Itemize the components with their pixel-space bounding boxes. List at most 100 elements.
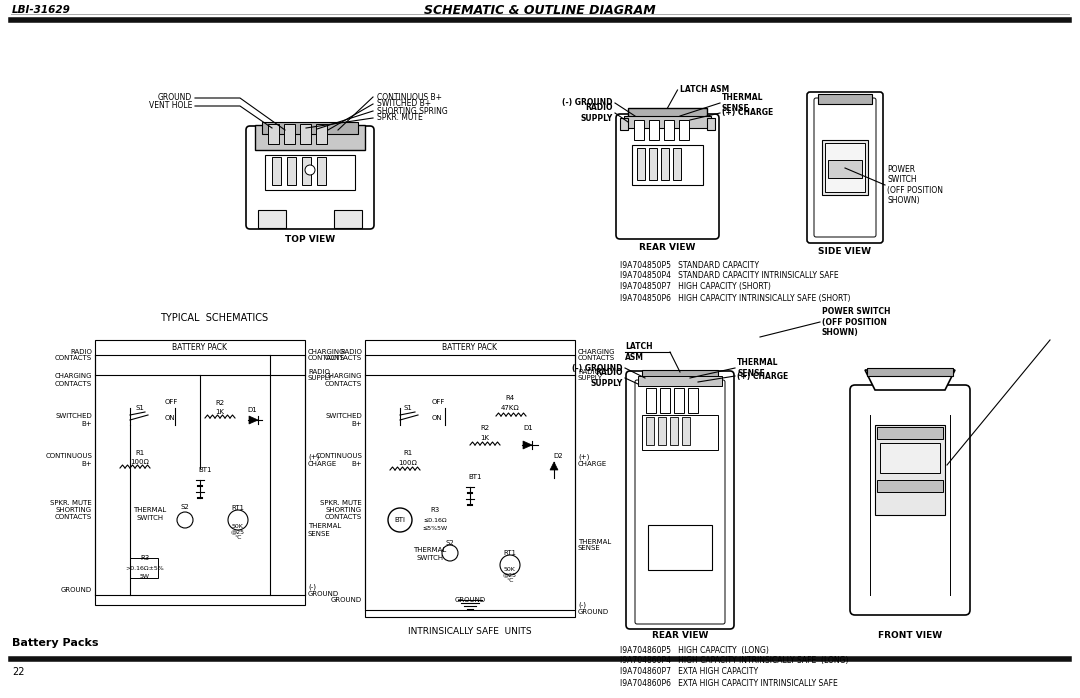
Text: (+) CHARGE: (+) CHARGE bbox=[723, 108, 773, 117]
Text: SHORTING SPRING: SHORTING SPRING bbox=[377, 107, 448, 115]
Bar bbox=[302, 157, 311, 185]
Text: SWITCHED
B+: SWITCHED B+ bbox=[55, 413, 92, 426]
Text: (+)
CHARGE: (+) CHARGE bbox=[308, 453, 337, 467]
Text: CONTINUOUS
B+: CONTINUOUS B+ bbox=[45, 454, 92, 466]
Text: (-)
GROUND: (-) GROUND bbox=[578, 601, 609, 615]
Text: VENT HOLE: VENT HOLE bbox=[149, 101, 192, 110]
Text: ≤5%5W: ≤5%5W bbox=[422, 526, 447, 531]
Text: S1: S1 bbox=[404, 405, 413, 411]
Polygon shape bbox=[523, 441, 532, 449]
Bar bbox=[638, 376, 723, 386]
Text: REAR VIEW: REAR VIEW bbox=[639, 242, 696, 251]
Bar bbox=[822, 140, 868, 195]
Text: CHARGING
CONTACTS: CHARGING CONTACTS bbox=[324, 373, 362, 387]
Text: 1K: 1K bbox=[216, 409, 225, 415]
Bar bbox=[265, 155, 355, 190]
Bar bbox=[649, 148, 657, 180]
Bar bbox=[268, 124, 279, 144]
Text: RADIO
SUPPLY: RADIO SUPPLY bbox=[591, 369, 623, 387]
Text: (+)
CHARGE: (+) CHARGE bbox=[578, 453, 607, 467]
Text: R1: R1 bbox=[135, 450, 145, 456]
Text: RADIO
CONTACTS: RADIO CONTACTS bbox=[55, 348, 92, 362]
Text: POWER SWITCH
(OFF POSITION
SHOWN): POWER SWITCH (OFF POSITION SHOWN) bbox=[822, 307, 891, 337]
Bar bbox=[660, 388, 670, 413]
Bar bbox=[646, 388, 656, 413]
Text: Battery Packs: Battery Packs bbox=[12, 638, 98, 648]
Text: BTI: BTI bbox=[394, 517, 405, 523]
Text: RT1: RT1 bbox=[503, 550, 516, 556]
Bar bbox=[620, 118, 627, 130]
Bar bbox=[673, 148, 681, 180]
Text: 100Ω: 100Ω bbox=[131, 459, 149, 465]
Bar bbox=[875, 425, 945, 515]
Text: OFF: OFF bbox=[165, 399, 178, 405]
Bar bbox=[646, 417, 654, 445]
Bar bbox=[255, 125, 365, 150]
FancyBboxPatch shape bbox=[246, 126, 374, 229]
Bar bbox=[642, 415, 718, 450]
Text: I9A704860P6   EXTA HIGH CAPACITY INTRINSICALLY SAFE: I9A704860P6 EXTA HIGH CAPACITY INTRINSIC… bbox=[620, 678, 838, 688]
Text: (-) GROUND: (-) GROUND bbox=[563, 98, 613, 107]
Text: CHARGING
CONTACTS: CHARGING CONTACTS bbox=[578, 348, 616, 362]
Text: (-)
GROUND: (-) GROUND bbox=[308, 584, 339, 597]
Bar bbox=[649, 120, 659, 140]
Bar bbox=[634, 120, 644, 140]
Text: INTRINSICALLY SAFE  UNITS: INTRINSICALLY SAFE UNITS bbox=[408, 628, 531, 637]
Text: (-) GROUND: (-) GROUND bbox=[572, 364, 623, 373]
Text: I9A704850P4   STANDARD CAPACITY INTRINSICALLY SAFE: I9A704850P4 STANDARD CAPACITY INTRINSICA… bbox=[620, 272, 839, 281]
Text: LBI-31629: LBI-31629 bbox=[12, 5, 71, 15]
Text: CHARGING
CONTACTS: CHARGING CONTACTS bbox=[308, 348, 346, 362]
Text: THERMAL
SENSE: THERMAL SENSE bbox=[308, 524, 341, 537]
Bar bbox=[95, 340, 305, 605]
Circle shape bbox=[305, 165, 315, 175]
Text: GROUND: GROUND bbox=[330, 597, 362, 603]
Text: THERMAL
SWITCH: THERMAL SWITCH bbox=[133, 507, 166, 521]
Bar bbox=[272, 157, 281, 185]
Text: 1K: 1K bbox=[481, 435, 489, 441]
Bar bbox=[867, 368, 953, 376]
Text: BATTERY PACK: BATTERY PACK bbox=[173, 343, 228, 352]
Bar bbox=[627, 108, 707, 124]
Bar bbox=[681, 417, 690, 445]
Text: THERMAL
SWITCH: THERMAL SWITCH bbox=[414, 547, 447, 560]
Text: S2: S2 bbox=[180, 504, 189, 510]
Bar bbox=[648, 525, 712, 570]
Text: R2: R2 bbox=[481, 425, 489, 431]
Text: S2: S2 bbox=[446, 540, 455, 546]
Bar bbox=[316, 124, 327, 144]
Text: (+) CHARGE: (+) CHARGE bbox=[737, 371, 788, 380]
Bar bbox=[688, 388, 698, 413]
Text: BATTERY PACK: BATTERY PACK bbox=[443, 343, 498, 352]
Text: 47KΩ: 47KΩ bbox=[501, 405, 519, 411]
Text: SPKR. MUTE
SHORTING
CONTACTS: SPKR. MUTE SHORTING CONTACTS bbox=[321, 500, 362, 520]
Text: R1: R1 bbox=[403, 450, 413, 456]
Text: BT1: BT1 bbox=[199, 467, 212, 473]
Text: D1: D1 bbox=[247, 407, 257, 413]
Text: GROUND: GROUND bbox=[60, 587, 92, 593]
Bar bbox=[334, 210, 362, 228]
Text: R3: R3 bbox=[140, 555, 150, 561]
Text: BT1: BT1 bbox=[469, 474, 482, 480]
Text: SPKR. MUTE
SHORTING
CONTACTS: SPKR. MUTE SHORTING CONTACTS bbox=[51, 500, 92, 520]
Text: S1: S1 bbox=[136, 405, 145, 411]
Bar bbox=[877, 480, 943, 492]
Text: RADIO
SUPPLY: RADIO SUPPLY bbox=[308, 369, 333, 382]
Text: TOP VIEW: TOP VIEW bbox=[285, 235, 335, 244]
Text: I9A704850P6   HIGH CAPACITY INTRINSICALLY SAFE (SHORT): I9A704850P6 HIGH CAPACITY INTRINSICALLY … bbox=[620, 293, 851, 302]
Circle shape bbox=[177, 512, 193, 528]
Text: 5W: 5W bbox=[140, 574, 150, 579]
Text: >0.16Ω±5%: >0.16Ω±5% bbox=[125, 565, 164, 570]
Bar bbox=[707, 118, 715, 130]
Text: RADIO
CONTACTS: RADIO CONTACTS bbox=[325, 348, 362, 362]
Bar bbox=[818, 94, 872, 104]
Bar bbox=[825, 143, 865, 192]
Text: I9A704850P5   STANDARD CAPACITY: I9A704850P5 STANDARD CAPACITY bbox=[620, 260, 759, 269]
Text: ON: ON bbox=[165, 415, 176, 421]
Text: GROUND: GROUND bbox=[455, 597, 486, 603]
Circle shape bbox=[388, 508, 411, 532]
Bar bbox=[258, 210, 286, 228]
Bar bbox=[637, 148, 645, 180]
Bar bbox=[664, 120, 674, 140]
Bar bbox=[287, 157, 296, 185]
FancyBboxPatch shape bbox=[626, 371, 734, 629]
